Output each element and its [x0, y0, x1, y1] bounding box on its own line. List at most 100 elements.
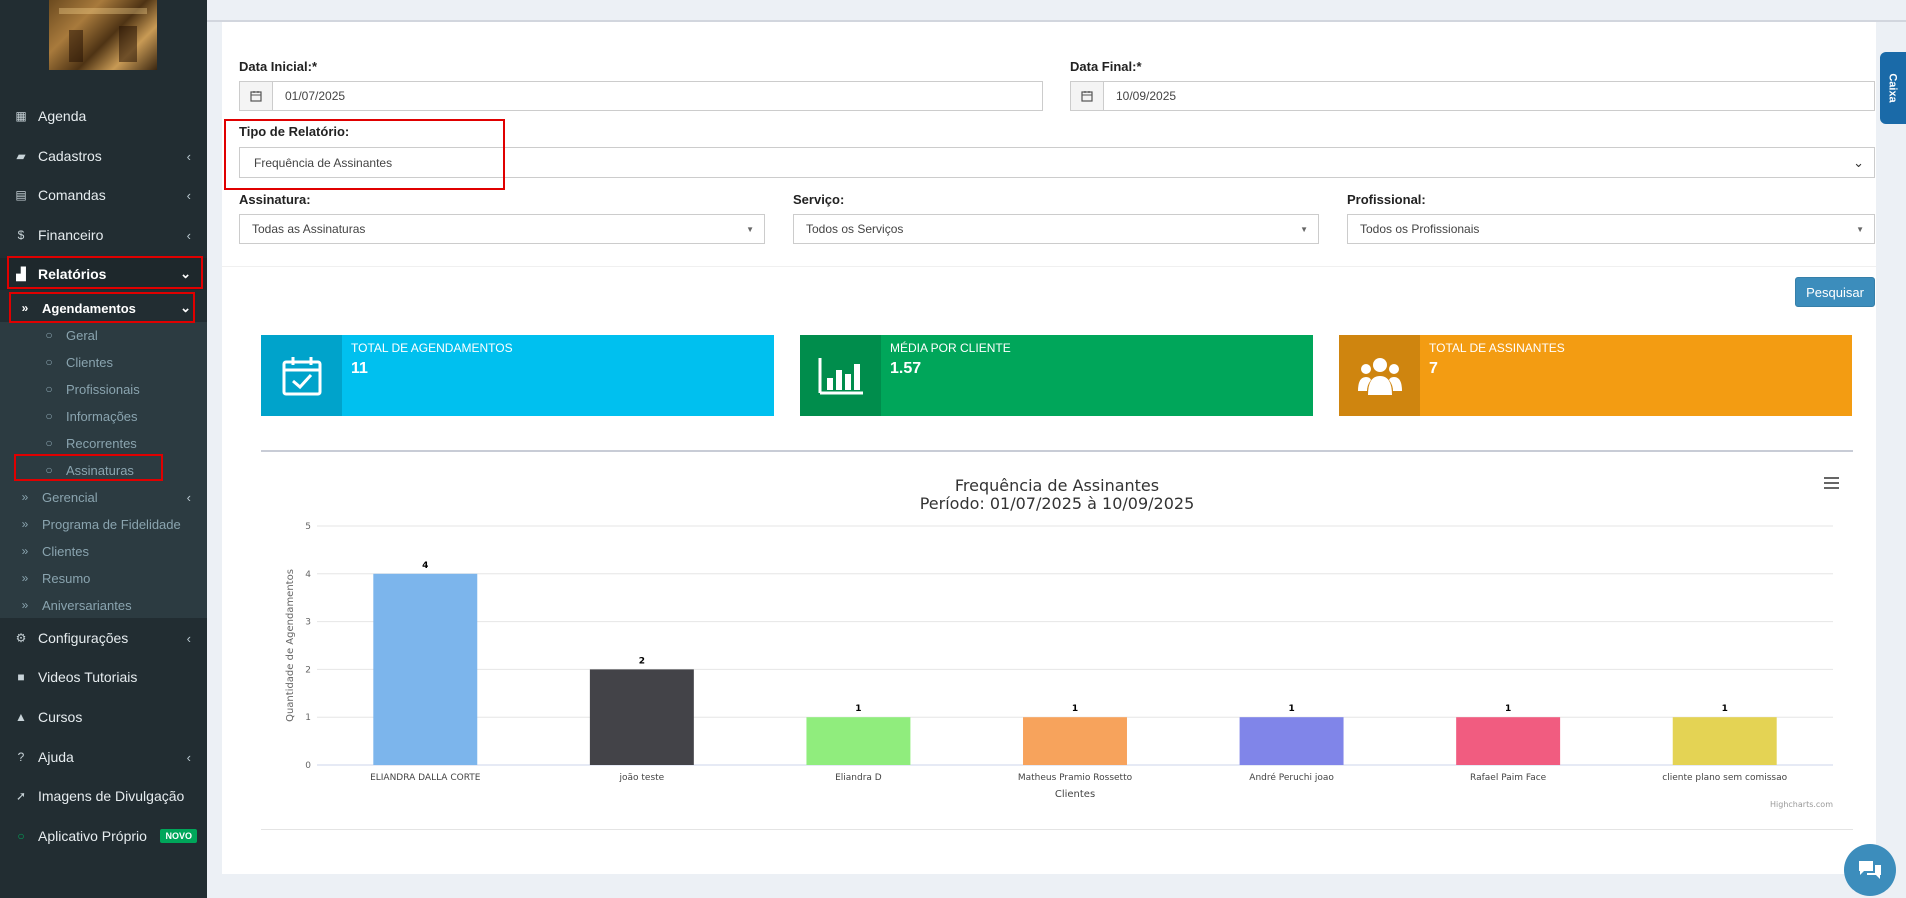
- sidebar-item-label: Resumo: [42, 570, 91, 586]
- calendar-icon: ▦: [15, 109, 27, 123]
- sidebar: ▦ Agenda ▰ Cadastros ‹ ▤ Comandas ‹ $ Financ…: [0, 0, 207, 898]
- menu-icon: [1824, 477, 1839, 479]
- stat-total-assinantes: TOTAL DE ASSINANTES 7: [1339, 335, 1852, 416]
- form-divider: [222, 266, 1876, 267]
- x-tick-label: ELIANDRA DALLA CORTE: [370, 773, 481, 783]
- assinatura-select[interactable]: Todas as Assinaturas ▼: [239, 214, 765, 244]
- x-tick-label: Eliandra D: [835, 773, 882, 783]
- sidebar-item-cursos[interactable]: ▲ Cursos: [0, 701, 207, 733]
- servico-select[interactable]: Todos os Serviços ▼: [793, 214, 1319, 244]
- caret-down-icon: ▼: [1856, 224, 1864, 234]
- x-tick-label: Matheus Pramio Rossetto: [1018, 773, 1133, 783]
- sidebar-item-cadastros[interactable]: ▰ Cadastros ‹: [0, 140, 207, 172]
- submenu-relatorios: [0, 322, 207, 618]
- y-tick-label: 1: [305, 713, 311, 723]
- tipo-relatorio-label: Tipo de Relatório:: [239, 124, 350, 139]
- sidebar-item-label: Imagens de Divulgação: [38, 788, 185, 804]
- sidebar-item-gerencial[interactable]: » Gerencial ‹: [0, 484, 207, 510]
- sidebar-item-recorrentes[interactable]: ○ Recorrentes: [0, 430, 207, 456]
- circle-icon: ○: [45, 436, 53, 450]
- data-inicial-field[interactable]: 01/07/2025: [239, 81, 1043, 111]
- menu-icon: [1824, 487, 1839, 489]
- caixa-tab[interactable]: Caixa: [1880, 52, 1906, 124]
- sidebar-item-informacoes[interactable]: ○ Informações: [0, 403, 207, 429]
- circle-icon: ○: [45, 463, 53, 477]
- sidebar-item-profissionais[interactable]: ○ Profissionais: [0, 376, 207, 402]
- sidebar-item-agenda[interactable]: ▦ Agenda: [0, 100, 207, 132]
- sidebar-item-label: Clientes: [66, 354, 113, 370]
- highlight-assinaturas: [14, 454, 163, 481]
- profissional-label: Profissional:: [1347, 192, 1426, 207]
- x-tick-label: André Peruchi joao: [1249, 772, 1334, 783]
- bar-2: [806, 717, 911, 765]
- servico-label: Serviço:: [793, 192, 845, 207]
- sidebar-item-relatorios[interactable]: ▟ Relatórios ⌄: [0, 258, 207, 290]
- data-inicial-label: Data Inicial:*: [239, 59, 318, 74]
- double-chevron-icon: »: [21, 598, 29, 612]
- pesquisar-button[interactable]: Pesquisar: [1795, 277, 1875, 307]
- top-divider: [207, 20, 1906, 22]
- chat-button[interactable]: [1844, 844, 1896, 896]
- sidebar-item-label: Recorrentes: [66, 435, 137, 451]
- sidebar-item-label: Ajuda: [38, 749, 74, 765]
- sidebar-item-resumo[interactable]: » Resumo: [0, 565, 207, 591]
- book-icon: ▰: [16, 149, 26, 163]
- chevron-left-icon: ‹: [186, 148, 191, 164]
- double-chevron-icon: »: [21, 490, 29, 504]
- tipo-relatorio-select[interactable]: Frequência de Assinantes ⌄: [239, 147, 1875, 178]
- sidebar-item-clientes-2[interactable]: » Clientes: [0, 538, 207, 564]
- sidebar-item-label: Comandas: [38, 187, 106, 203]
- chevron-left-icon: ‹: [186, 187, 191, 203]
- logo[interactable]: [49, 0, 157, 70]
- sidebar-item-imagens[interactable]: ➚ Imagens de Divulgação: [0, 780, 207, 812]
- data-final-field[interactable]: 10/09/2025: [1070, 81, 1875, 111]
- sidebar-item-programa-fidelidade[interactable]: » Programa de Fidelidade: [0, 511, 207, 537]
- x-axis-label: Clientes: [1055, 789, 1095, 800]
- data-final-value: 10/09/2025: [1116, 89, 1177, 103]
- bar-4: [1239, 717, 1344, 765]
- sidebar-item-comandas[interactable]: ▤ Comandas ‹: [0, 179, 207, 211]
- stat-title: TOTAL DE ASSINANTES: [1429, 341, 1565, 355]
- circle-icon: ○: [45, 382, 53, 396]
- chevron-down-icon: ⌄: [180, 300, 191, 315]
- highlight-relatorios: [7, 256, 203, 289]
- chart-subtitle: Período: 01/07/2025 à 10/09/2025: [920, 494, 1195, 513]
- sidebar-item-label: Programa de Fidelidade: [42, 516, 181, 532]
- circle-icon: ○: [45, 355, 53, 369]
- sidebar-item-financeiro[interactable]: $ Financeiro ‹: [0, 219, 207, 251]
- sidebar-item-label: Videos Tutoriais: [38, 669, 138, 685]
- sidebar-item-clientes[interactable]: ○ Clientes: [0, 349, 207, 375]
- sidebar-item-label: Clientes: [42, 543, 89, 559]
- sidebar-item-aniversariantes[interactable]: » Aniversariantes: [0, 592, 207, 618]
- bar-5: [1456, 717, 1561, 765]
- double-chevron-icon: »: [21, 517, 29, 531]
- sidebar-item-geral[interactable]: ○ Geral: [0, 322, 207, 348]
- sidebar-item-label: Informações: [66, 408, 138, 424]
- chevron-left-icon: ‹: [186, 227, 191, 243]
- data-final-label: Data Final:*: [1070, 59, 1142, 74]
- sidebar-item-configuracoes[interactable]: ⚙ Configurações ‹: [0, 622, 207, 654]
- sidebar-item-agendamentos[interactable]: » Agendamentos ⌄: [0, 294, 207, 322]
- bar-1: [589, 669, 694, 765]
- circle-icon: ○: [17, 829, 25, 843]
- menu-icon: [1824, 482, 1839, 484]
- sidebar-item-aplicativo[interactable]: ○ Aplicativo Próprio NOVO: [0, 820, 207, 852]
- bar-6: [1672, 717, 1777, 765]
- y-tick-label: 2: [305, 665, 311, 675]
- rocket-icon: ➚: [15, 789, 27, 803]
- chart-top-divider: [261, 450, 1853, 452]
- y-tick-label: 0: [305, 761, 311, 771]
- y-axis-label: Quantidade de Agendamentos: [285, 569, 296, 722]
- stat-title: TOTAL DE AGENDAMENTOS: [351, 341, 513, 355]
- sidebar-item-assinaturas[interactable]: ○ Assinaturas: [0, 457, 207, 483]
- sidebar-item-ajuda[interactable]: ? Ajuda ‹: [0, 741, 207, 773]
- chart-credits: Highcharts.com: [1770, 800, 1833, 809]
- profissional-select[interactable]: Todos os Profissionais ▼: [1347, 214, 1875, 244]
- stat-value: 11: [351, 360, 368, 377]
- question-icon: ?: [17, 750, 25, 764]
- sidebar-item-videos[interactable]: ■ Videos Tutoriais: [0, 661, 207, 693]
- bar-data-label: 1: [855, 704, 861, 714]
- calendar-check-icon: [261, 335, 342, 416]
- video-icon: ■: [17, 670, 25, 684]
- caixa-label: Caixa: [1887, 73, 1900, 103]
